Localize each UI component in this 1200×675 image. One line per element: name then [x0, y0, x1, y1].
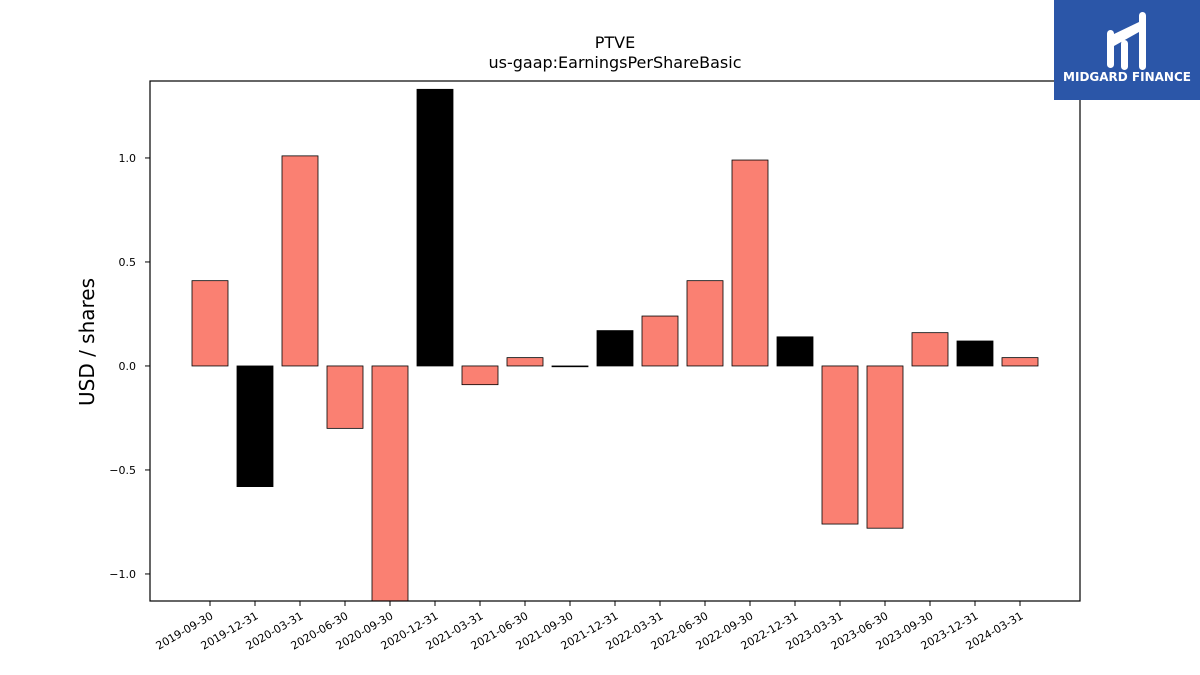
x-axis: 2019-09-302019-12-312020-03-312020-06-30… — [154, 601, 1026, 653]
bar-2021-09-30 — [551, 365, 589, 368]
bar-2023-09-30 — [911, 332, 949, 367]
y-tick-label: 0.0 — [119, 360, 137, 373]
y-tick-label: −0.5 — [109, 464, 136, 477]
bar-2019-12-31 — [236, 365, 274, 487]
bar-2022-06-30 — [686, 280, 724, 367]
bar-2023-12-31 — [956, 340, 994, 367]
logo-mark-icon — [1107, 12, 1146, 70]
brand-logo: MIDGARD FINANCE — [1054, 0, 1200, 100]
bar-2020-09-30 — [371, 365, 409, 602]
bar-2019-09-30 — [191, 280, 229, 367]
chart-title: PTVE — [595, 33, 635, 52]
bar-2023-06-30 — [866, 365, 904, 529]
bar-2022-03-31 — [641, 315, 679, 367]
y-axis: −1.0 −0.5 0.0 0.5 1.0 — [109, 152, 150, 581]
bar-2021-03-31 — [461, 365, 499, 386]
chart-subtitle: us-gaap:EarningsPerShareBasic — [488, 53, 741, 72]
bar-2023-03-31 — [821, 365, 859, 525]
bar-2022-09-30 — [731, 159, 769, 367]
y-axis-label: USD / shares — [75, 278, 99, 406]
logo-text: MIDGARD FINANCE — [1063, 70, 1191, 84]
bar-2021-06-30 — [506, 357, 544, 367]
bar-2020-12-31 — [416, 88, 454, 367]
bar-2022-12-31 — [776, 336, 814, 367]
y-tick-label: −1.0 — [109, 568, 136, 581]
bar-2021-12-31 — [596, 330, 634, 367]
y-tick-label: 1.0 — [119, 152, 137, 165]
bar-2024-03-31 — [1001, 357, 1039, 367]
y-tick-label: 0.5 — [119, 256, 137, 269]
bar-2020-03-31 — [281, 155, 319, 367]
bars-group — [191, 88, 1039, 602]
bar-2020-06-30 — [326, 365, 364, 429]
